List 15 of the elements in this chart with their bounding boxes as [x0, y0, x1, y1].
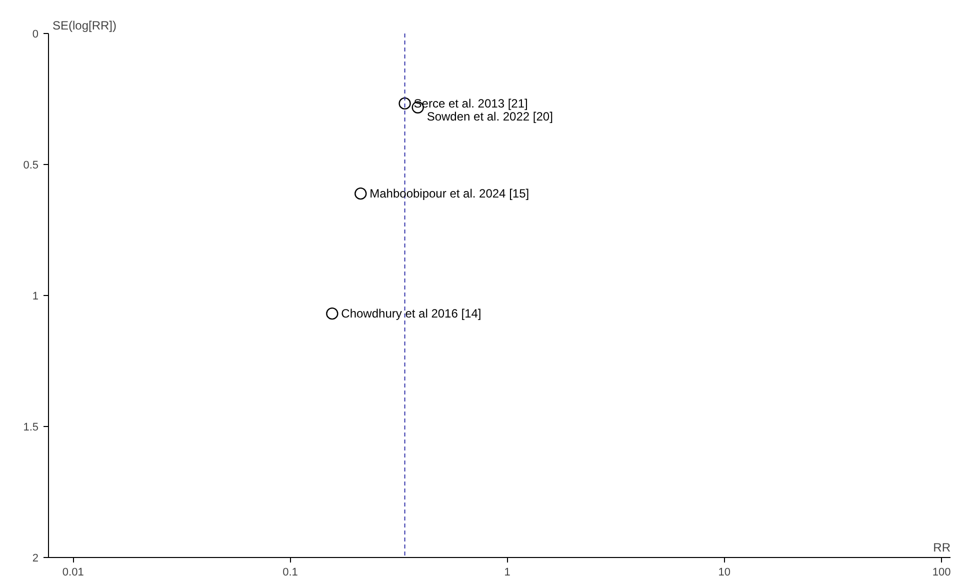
- y-tick-label: 2: [32, 552, 39, 564]
- x-axis-title: RR: [933, 540, 951, 554]
- y-axis-title: SE(log[RR]): [52, 18, 117, 32]
- y-tick-label: 1: [32, 290, 39, 302]
- x-tick-label: 0.1: [282, 566, 298, 578]
- x-tick-label: 10: [718, 566, 731, 578]
- y-tick-label: 0.5: [23, 160, 39, 172]
- x-tick-label: 0.01: [62, 566, 84, 578]
- y-tick-label: 0: [32, 28, 39, 40]
- y-tick-label: 1.5: [23, 422, 39, 434]
- annotation: Sowden et al. 2022 [20]: [426, 109, 553, 124]
- annotation: Chowdhury et al 2016 [14]: [341, 306, 482, 321]
- x-tick-label: 100: [932, 566, 951, 578]
- annotation: Mahboobipour et al. 2024 [15]: [370, 186, 530, 201]
- x-tick-label: 1: [504, 566, 510, 578]
